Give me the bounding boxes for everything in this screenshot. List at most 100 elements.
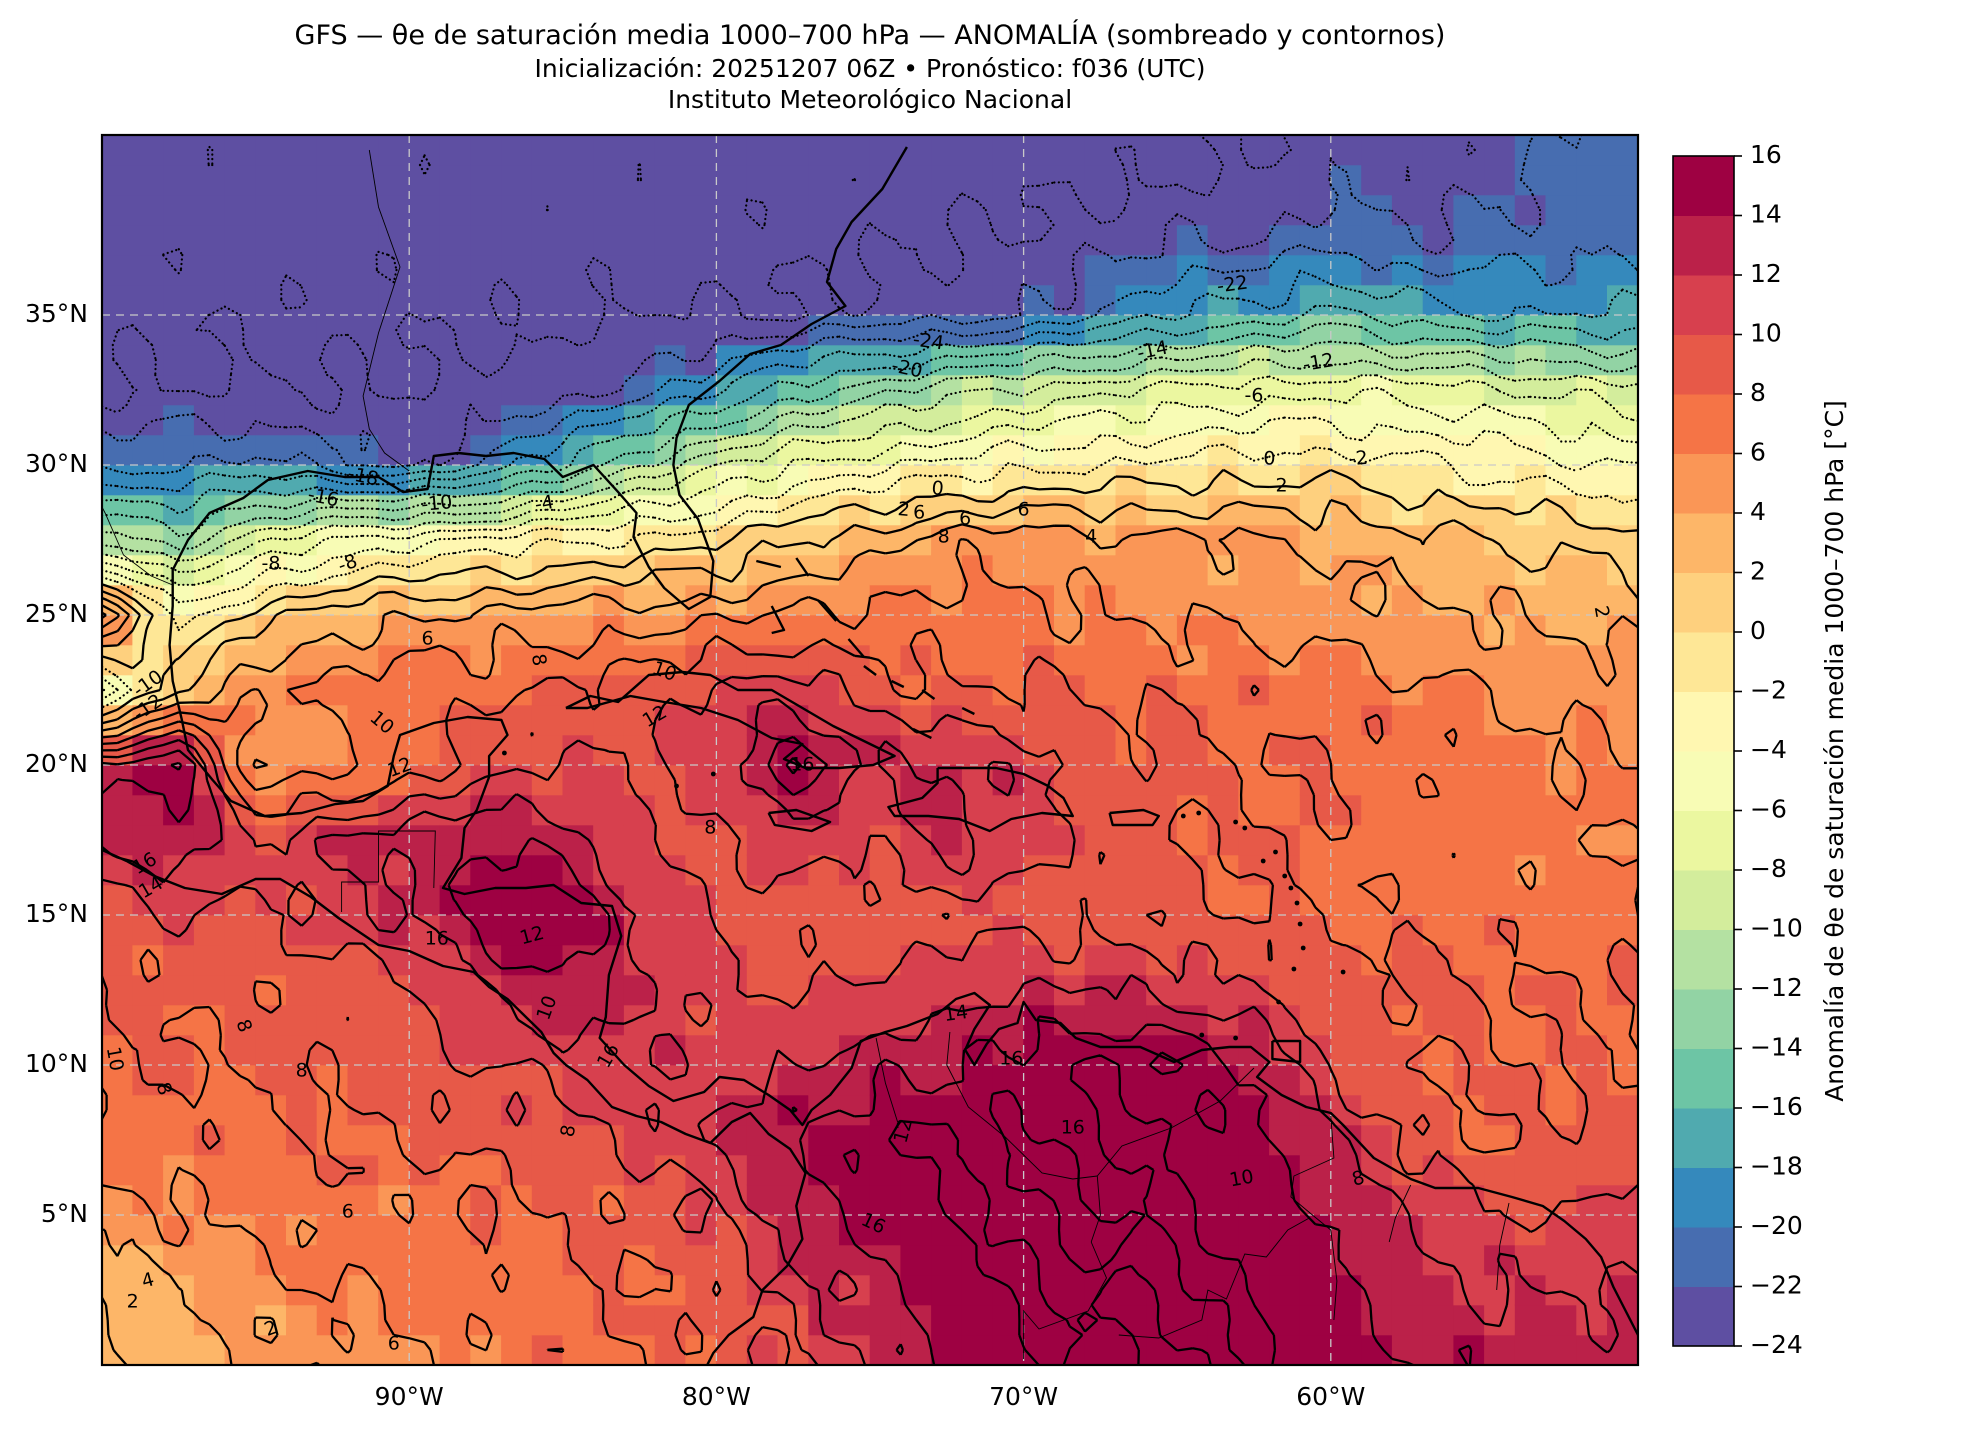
fill-cell <box>470 404 502 436</box>
fill-cell <box>1607 704 1638 736</box>
fill-cell <box>316 494 348 526</box>
fill-cell <box>163 494 195 526</box>
fill-cell <box>470 614 502 646</box>
fill-cell <box>1453 135 1485 166</box>
fill-cell <box>1514 1154 1547 1186</box>
fill-cell <box>869 1304 901 1336</box>
colorbar-tick-label: 10 <box>1750 319 1782 348</box>
fill-cell <box>1023 704 1055 736</box>
fill-cell <box>531 1214 564 1246</box>
fill-cell <box>992 824 1024 856</box>
fill-cell <box>1238 794 1270 826</box>
fill-cell <box>931 1214 963 1246</box>
fill-cell <box>869 914 901 946</box>
fill-cell <box>102 644 133 676</box>
fill-cell <box>1238 554 1270 586</box>
fill-cell <box>501 434 533 466</box>
colorbar-segment <box>1673 929 1734 990</box>
fill-cell <box>1054 1274 1086 1306</box>
fill-cell <box>347 554 379 586</box>
fill-cell <box>900 254 932 286</box>
fill-cell <box>286 974 318 1006</box>
fill-cell <box>163 434 195 466</box>
fill-cell <box>224 524 256 556</box>
fill-cell <box>961 284 994 316</box>
fill-cell <box>685 284 717 316</box>
fill-cell <box>623 254 656 286</box>
fill-cell <box>1176 944 1209 976</box>
fill-cell <box>1422 1304 1454 1336</box>
fill-cell <box>1146 764 1178 796</box>
fill-cell <box>132 1184 164 1216</box>
fill-cell <box>1330 1334 1362 1365</box>
fill-cell <box>1299 884 1332 916</box>
fill-cell <box>961 674 994 706</box>
fill-cell <box>224 1034 256 1066</box>
colorbar-segment <box>1673 334 1734 395</box>
fill-cell <box>1607 824 1638 856</box>
fill-cell <box>1299 614 1332 646</box>
fill-cell <box>1176 584 1209 616</box>
colorbar-segment <box>1673 1108 1734 1168</box>
fill-cell <box>1361 254 1393 286</box>
fill-cell <box>654 1244 686 1276</box>
fill-cell <box>1299 1004 1332 1036</box>
fill-cell <box>1545 1094 1577 1126</box>
fill-cell <box>1545 164 1577 196</box>
fill-cell <box>1514 1214 1547 1246</box>
fill-cell <box>1514 284 1547 316</box>
fill-cell <box>593 494 625 526</box>
small-island <box>1291 966 1297 972</box>
fill-cell <box>439 914 471 946</box>
fill-cell <box>1207 1334 1239 1365</box>
fill-cell <box>1391 434 1424 466</box>
fill-cell <box>1054 224 1086 256</box>
fill-cell <box>1514 1004 1547 1036</box>
fill-cell <box>1299 824 1332 856</box>
fill-cell <box>378 1244 410 1276</box>
fill-cell <box>1207 824 1239 856</box>
fill-cell <box>1023 1334 1055 1365</box>
fill-cell <box>869 194 901 226</box>
fill-cell <box>439 1154 471 1186</box>
colorbar-tick-label: −4 <box>1750 735 1787 764</box>
fill-cell <box>1146 224 1178 256</box>
fill-cell <box>1084 734 1116 766</box>
fill-cell <box>1576 884 1608 916</box>
fill-cell <box>869 314 901 346</box>
fill-cell <box>839 1094 871 1126</box>
fill-cell <box>531 1034 564 1066</box>
fill-cell <box>1545 194 1577 226</box>
fill-cell <box>1084 1064 1116 1096</box>
fill-cell <box>1361 794 1393 826</box>
fill-cell <box>1054 824 1086 856</box>
fill-cell <box>316 224 348 256</box>
fill-cell <box>1207 884 1239 916</box>
fill-cell <box>132 1094 164 1126</box>
fill-cell <box>224 1154 256 1186</box>
fill-cell <box>132 1244 164 1276</box>
fill-cell <box>224 1274 256 1306</box>
fill-cell <box>992 164 1024 196</box>
fill-cell <box>839 914 871 946</box>
fill-cell <box>1084 824 1116 856</box>
fill-cell <box>1299 1244 1332 1276</box>
fill-cell <box>1391 1064 1424 1096</box>
fill-cell <box>193 1274 226 1306</box>
fill-cell <box>900 1004 932 1036</box>
fill-cell <box>1146 1094 1178 1126</box>
fill-cell <box>1607 494 1638 526</box>
x-tick-label: 80°W <box>682 1382 751 1411</box>
fill-cell <box>1299 254 1332 286</box>
fill-cell <box>1514 824 1547 856</box>
fill-cell <box>501 1184 533 1216</box>
fill-cell <box>685 974 717 1006</box>
x-tick-label: 90°W <box>375 1382 444 1411</box>
fill-cell <box>1484 434 1516 466</box>
fill-cell <box>931 614 963 646</box>
fill-cell <box>1207 494 1239 526</box>
fill-cell <box>593 824 625 856</box>
fill-cell <box>193 1124 226 1156</box>
fill-cell <box>623 704 656 736</box>
